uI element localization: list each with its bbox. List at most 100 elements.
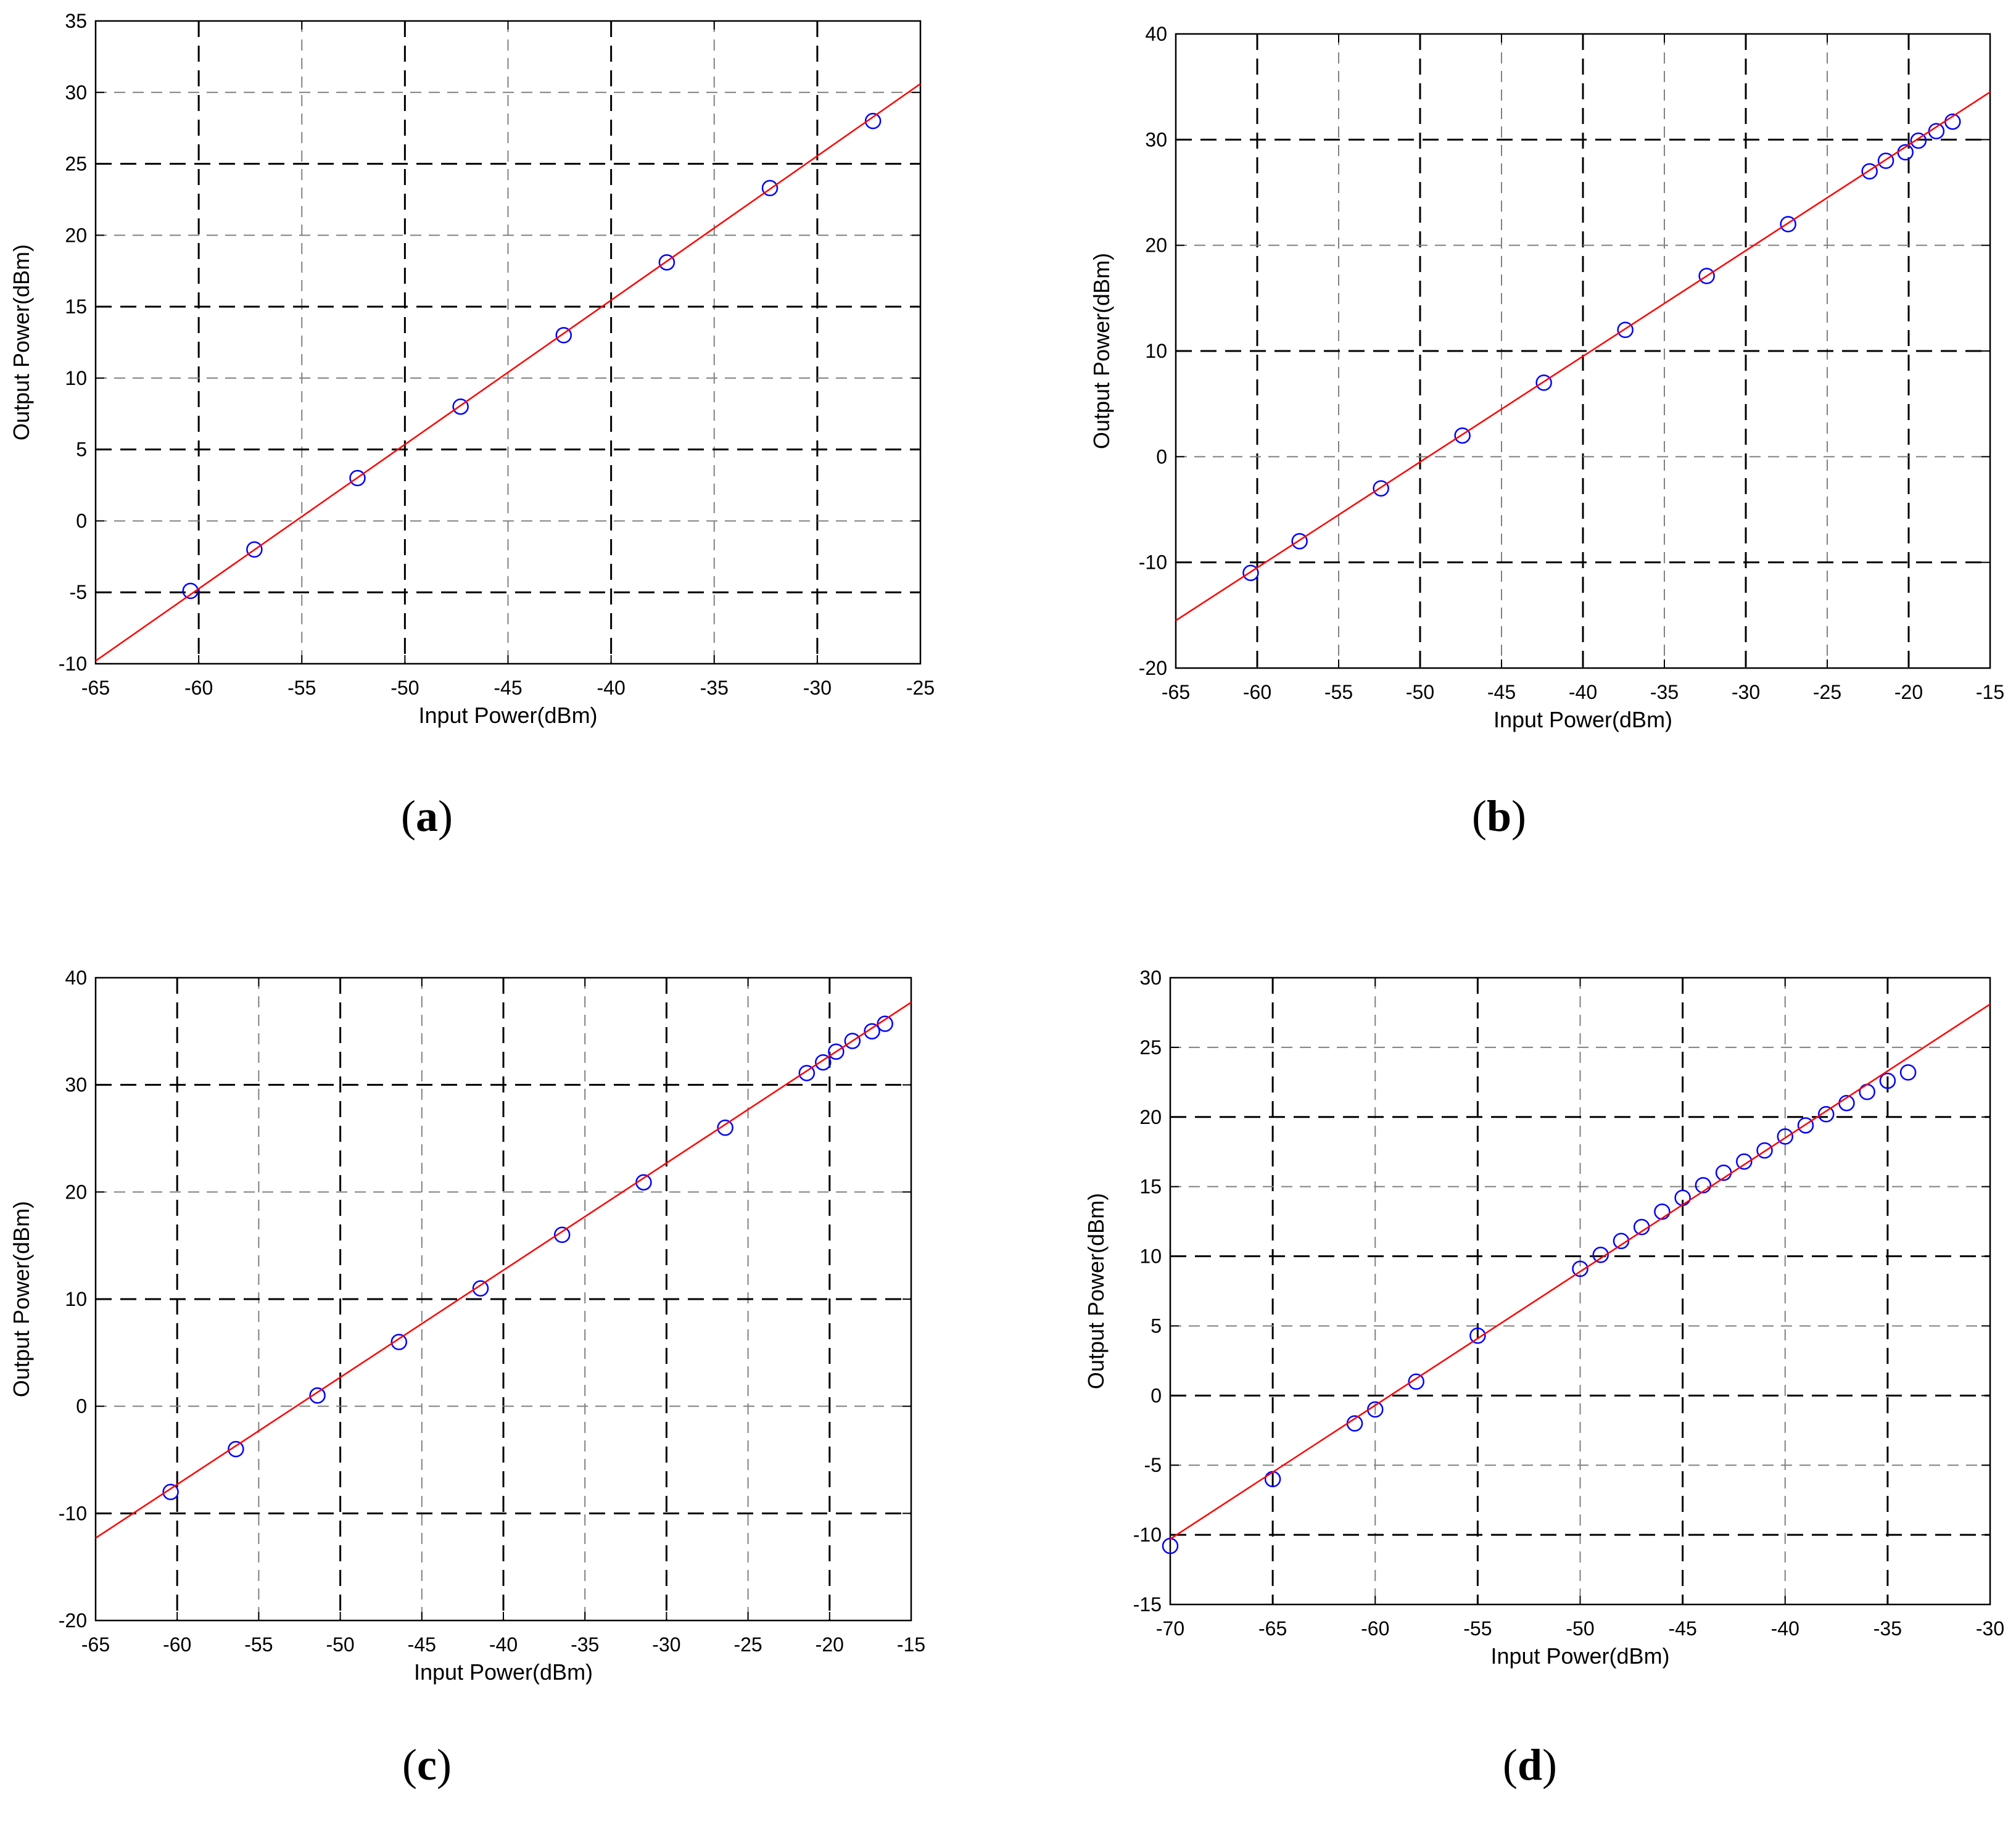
x-tick-label: -40 xyxy=(597,677,626,699)
data-point xyxy=(1408,1373,1424,1390)
data-point xyxy=(844,1033,861,1049)
x-tick-label: -15 xyxy=(1976,681,2004,703)
y-tick-label: 20 xyxy=(65,224,87,246)
data-point xyxy=(555,327,572,344)
x-tick-label: -65 xyxy=(1258,1617,1287,1640)
data-point xyxy=(1797,1117,1814,1134)
x-tick-label: -60 xyxy=(1361,1617,1389,1640)
x-tick-label: -25 xyxy=(906,677,935,699)
x-tick-label: -40 xyxy=(489,1633,518,1656)
x-tick-label: -65 xyxy=(81,677,110,699)
data-point xyxy=(798,1065,816,1081)
data-point xyxy=(349,469,366,487)
y-tick-label: 10 xyxy=(1145,340,1167,362)
data-point xyxy=(1695,1177,1712,1194)
data-point xyxy=(864,112,882,130)
data-point xyxy=(452,398,469,415)
panel-label-c: (c) xyxy=(402,1740,452,1790)
data-point xyxy=(1291,533,1308,550)
x-tick-label: -55 xyxy=(244,1633,273,1656)
y-axis-label: Output Power(dBm) xyxy=(1089,253,1114,449)
x-tick-label: -30 xyxy=(1976,1617,2004,1640)
x-tick-label: -70 xyxy=(1156,1617,1184,1640)
data-point xyxy=(1373,480,1389,497)
data-point xyxy=(1859,1083,1875,1100)
chart-c: -65 -60 -55 -50 -45 -40 -35 -30 -25 -20 -15 -20 -10 0… xyxy=(9,967,925,1685)
x-tick-label: -50 xyxy=(326,1633,354,1656)
y-tick-label: 20 xyxy=(1145,234,1167,257)
y-tick-label: 25 xyxy=(65,153,87,175)
data-point xyxy=(761,180,779,197)
y-axis-label: Output Power(dBm) xyxy=(9,1201,34,1397)
data-point xyxy=(814,1054,832,1071)
panel-label-a: (a) xyxy=(401,791,453,841)
data-point xyxy=(1910,132,1927,149)
x-tick-label: -55 xyxy=(1463,1617,1492,1640)
y-tick-label: -5 xyxy=(70,581,87,603)
x-tick-label: -45 xyxy=(1669,1617,1697,1640)
x-tick-label: -50 xyxy=(1406,681,1434,703)
y-axis-label: Output Power(dBm) xyxy=(9,244,34,440)
data-point xyxy=(1877,152,1894,169)
data-point xyxy=(228,1440,244,1458)
data-point xyxy=(1780,216,1796,233)
x-tick-label: -25 xyxy=(1813,681,1841,703)
y-tick-label: -10 xyxy=(59,1502,87,1524)
data-point xyxy=(309,1387,326,1404)
y-tick-label: -10 xyxy=(1139,551,1167,574)
chart-b: -65 -60 -55 -50 -45 -40 -35 -30 -25 -20 -15 -20 -10 0… xyxy=(1089,23,2004,732)
y-tick-label: 30 xyxy=(65,1074,87,1096)
fit-line xyxy=(1170,1003,1991,1540)
data-point xyxy=(390,1334,408,1350)
panel-label-d: (d) xyxy=(1502,1740,1557,1790)
x-tick-label: -30 xyxy=(1732,681,1760,703)
x-tick-label: -65 xyxy=(1162,681,1190,703)
y-tick-label: -5 xyxy=(1144,1454,1162,1476)
y-tick-label: 25 xyxy=(1139,1036,1162,1059)
data-point xyxy=(1756,1142,1773,1159)
x-tick-label: -25 xyxy=(733,1633,762,1656)
y-tick-label: 15 xyxy=(65,295,87,318)
chart-d: -70 -65 -60 -55 -50 -45 -40 -35 -30-15-10-505101… xyxy=(1083,967,2004,1669)
y-tick-label: 10 xyxy=(1139,1245,1162,1268)
data-point xyxy=(1861,163,1878,180)
x-tick-label: -65 xyxy=(81,1633,110,1656)
y-tick-label: -20 xyxy=(1139,657,1167,679)
fit-line xyxy=(1175,91,1991,621)
data-point xyxy=(1572,1260,1588,1278)
data-point xyxy=(864,1023,880,1040)
x-tick-label: -30 xyxy=(803,677,832,699)
data-point xyxy=(472,1280,489,1297)
data-point xyxy=(828,1043,845,1060)
x-tick-label: -45 xyxy=(494,677,522,699)
data-point xyxy=(1777,1128,1793,1145)
x-tick-label: -40 xyxy=(1771,1617,1799,1640)
data-point xyxy=(162,1484,179,1500)
y-tick-label: 5 xyxy=(1151,1315,1162,1337)
x-tick-label: -45 xyxy=(408,1633,436,1656)
y-tick-label: 40 xyxy=(1145,23,1167,45)
x-tick-label: -20 xyxy=(816,1633,844,1656)
data-point xyxy=(1617,321,1634,338)
x-tick-label: -55 xyxy=(287,677,316,699)
data-point xyxy=(1817,1106,1835,1123)
y-tick-label: 35 xyxy=(65,10,87,32)
y-tick-label: 40 xyxy=(65,967,87,989)
x-tick-label: -50 xyxy=(1566,1617,1594,1640)
data-point xyxy=(658,254,675,271)
y-tick-label: -10 xyxy=(59,653,87,675)
y-tick-label: 30 xyxy=(1145,128,1167,151)
x-tick-label: -35 xyxy=(1873,1617,1902,1640)
x-axis-label: Input Power(dBm) xyxy=(414,1659,593,1685)
panel-label-b: (b) xyxy=(1471,791,1526,841)
data-point xyxy=(1592,1247,1609,1263)
y-tick-label: 15 xyxy=(1139,1176,1162,1198)
y-axis-label: Output Power(dBm) xyxy=(1083,1193,1109,1389)
x-tick-label: -40 xyxy=(1569,681,1597,703)
x-tick-label: -35 xyxy=(571,1633,599,1656)
y-tick-label: -20 xyxy=(59,1609,87,1632)
y-tick-label: 5 xyxy=(76,439,87,461)
y-tick-label: 20 xyxy=(1139,1106,1162,1128)
x-axis-label: Input Power(dBm) xyxy=(1493,707,1672,732)
data-point xyxy=(182,582,199,600)
